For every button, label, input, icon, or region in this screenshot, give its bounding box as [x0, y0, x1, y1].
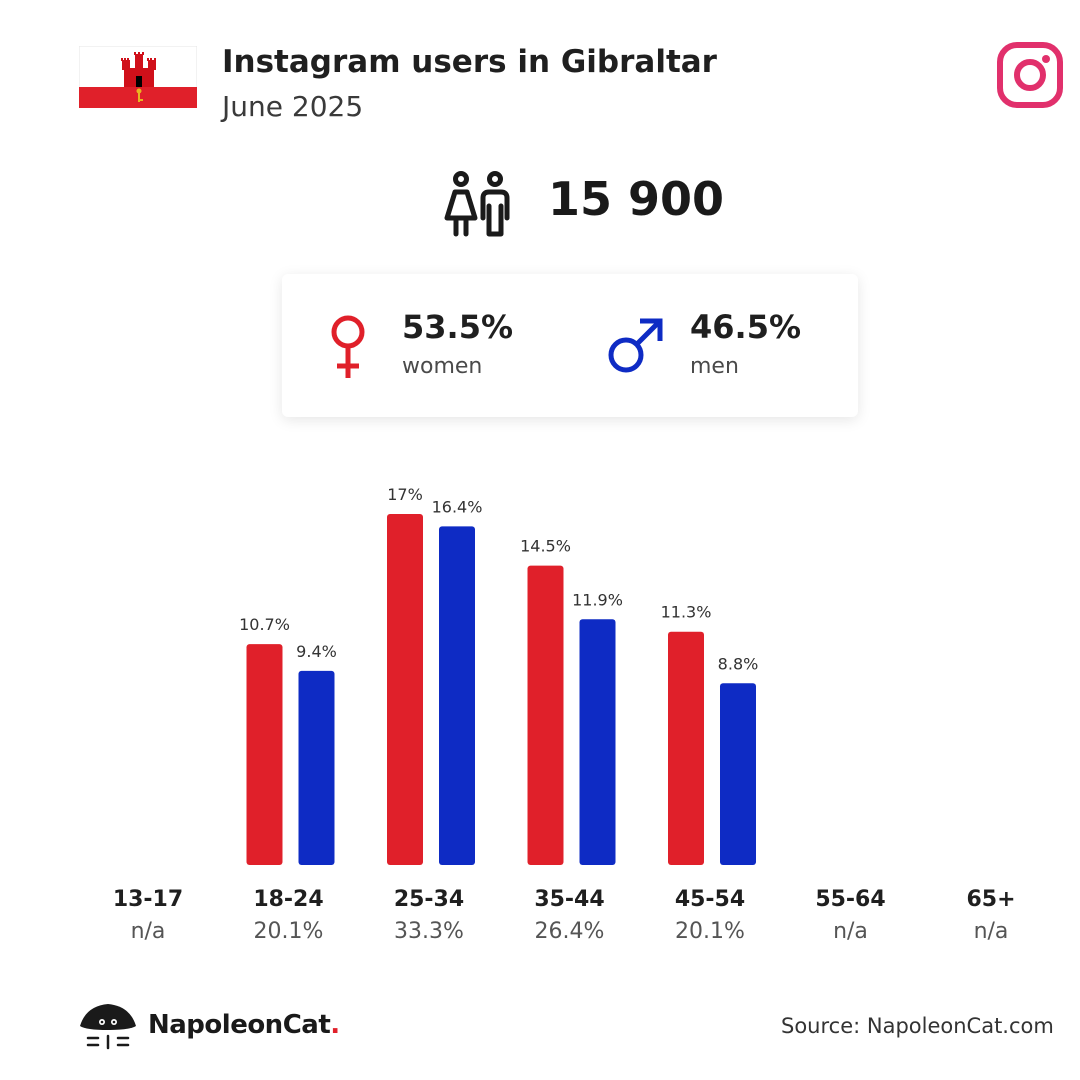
category-label: 55-64 [815, 887, 885, 912]
age-gender-bar-chart: 13-17 n/a 10.7% 9.4% 18-24 20.1% 17% 16.4% 25-34… [113, 485, 1016, 944]
data-label: 14.5% [520, 537, 571, 556]
data-label: 9.4% [296, 642, 337, 661]
page-subtitle: June 2025 [222, 90, 364, 123]
gibraltar-flag-icon [79, 46, 197, 108]
category-label: 13-17 [113, 887, 183, 912]
people-icon [444, 171, 510, 237]
category-total: n/a [974, 919, 1009, 944]
category-total: 20.1% [675, 919, 745, 944]
category-label: 25-34 [394, 887, 464, 912]
napoleoncat-logo-icon [80, 1004, 136, 1050]
bar [668, 631, 704, 865]
instagram-icon [997, 42, 1063, 108]
women-label: women [402, 354, 483, 379]
bar [439, 526, 475, 865]
women-percentage: 53.5% [402, 308, 514, 346]
category-total: n/a [833, 919, 868, 944]
brand-name: NapoleonCat. [148, 1010, 340, 1040]
data-label: 11.3% [661, 603, 712, 622]
men-label: men [690, 354, 739, 379]
men-percentage: 46.5% [690, 308, 802, 346]
page-title: Instagram users in Gibraltar [222, 44, 717, 80]
gender-card: 53.5% women 46.5% men [282, 274, 858, 417]
data-label: 8.8% [718, 654, 759, 673]
category-label: 18-24 [253, 887, 323, 912]
female-icon [331, 315, 365, 378]
category-total: 33.3% [394, 919, 464, 944]
source-credit: Source: NapoleonCat.com [781, 1014, 1054, 1038]
bar [720, 683, 756, 865]
category-total: 26.4% [535, 919, 605, 944]
male-icon [608, 318, 663, 373]
bar [579, 619, 616, 865]
category-label: 35-44 [534, 887, 604, 912]
bar [298, 670, 335, 865]
total-users: 15 900 [548, 172, 725, 226]
bar [387, 514, 423, 865]
data-label: 10.7% [239, 615, 290, 634]
category-total: n/a [131, 919, 166, 944]
category-total: 20.1% [254, 919, 324, 944]
bar [527, 565, 564, 865]
data-label: 17% [387, 485, 423, 504]
data-label: 11.9% [572, 590, 623, 609]
category-label: 65+ [966, 887, 1015, 912]
category-label: 45-54 [675, 887, 745, 912]
bar [246, 644, 283, 865]
data-label: 16.4% [432, 497, 483, 516]
